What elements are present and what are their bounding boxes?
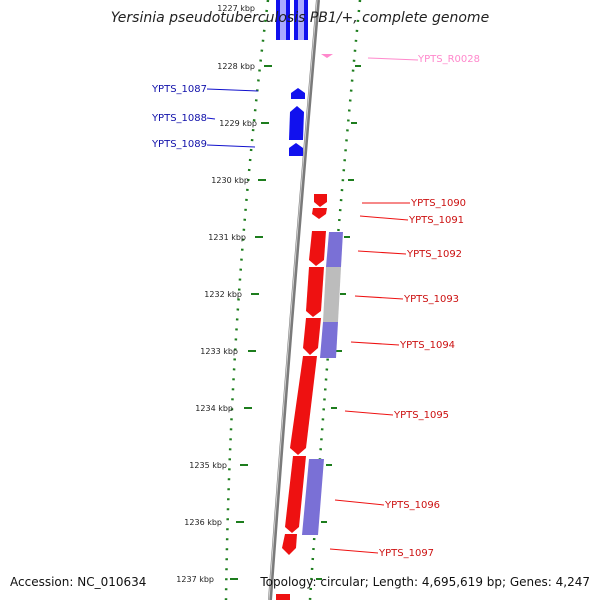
scale-label-1228: 1228 kbp	[217, 62, 255, 71]
gene-YPTS_1088[interactable]	[289, 106, 304, 140]
gene-YPTS_1087[interactable]	[291, 88, 305, 99]
gene-YPTS_1091[interactable]	[312, 208, 327, 219]
gene-YPTS_1097[interactable]	[282, 534, 297, 555]
gene-label-YPTS_1096[interactable]: YPTS_1096	[384, 500, 440, 511]
gene-label-YPTS_R0028[interactable]: YPTS_R0028	[417, 54, 480, 65]
gene-YPTS_1094-companion[interactable]	[320, 322, 338, 358]
scale-label-1234: 1234 kbp	[195, 404, 233, 413]
gene-label-YPTS_1092[interactable]: YPTS_1092	[406, 249, 462, 260]
topology-text: Topology: circular; Length: 4,695,619 bp…	[260, 575, 590, 589]
gene-YPTS_1094[interactable]	[303, 318, 321, 355]
scale-label-1231: 1231 kbp	[208, 233, 246, 242]
gene-label-YPTS_1087[interactable]: YPTS_1087	[151, 84, 207, 95]
gene-label-YPTS_1094[interactable]: YPTS_1094	[399, 340, 455, 351]
gene-YPTS_1090[interactable]	[314, 194, 327, 207]
gene-label-YPTS_1089[interactable]: YPTS_1089	[151, 139, 207, 150]
scale-label-1233: 1233 kbp	[200, 347, 238, 356]
gene-YPTS_1093-companion[interactable]	[323, 267, 341, 322]
genome-backbone-highlight	[268, 0, 318, 600]
scale-label-1227: 1227 kbp	[217, 4, 255, 13]
gene-label-YPTS_1088[interactable]: YPTS_1088	[151, 113, 207, 124]
scale-label-1230: 1230 kbp	[211, 176, 249, 185]
gene-label-YPTS_1093[interactable]: YPTS_1093	[403, 294, 459, 305]
gene-partial-bottom[interactable]	[276, 594, 290, 600]
gene-YPTS_1093[interactable]	[306, 267, 324, 317]
scale-label-1237: 1237 kbp	[176, 575, 214, 584]
gene-YPTS_1092-companion[interactable]	[326, 232, 343, 267]
gene-label-YPTS_1090[interactable]: YPTS_1090	[410, 198, 466, 209]
gene-YPTS_1092[interactable]	[309, 231, 326, 266]
leader-lines-forward	[329, 202, 410, 554]
outer-dotted-ring-left	[224, 0, 270, 600]
gene-YPTS_1096-companion[interactable]	[302, 459, 324, 535]
accession-text: Accession: NC_010634	[10, 575, 147, 589]
gene-YPTS_1095[interactable]	[290, 356, 317, 455]
gene-label-YPTS_1097[interactable]: YPTS_1097	[378, 548, 434, 559]
map-title: Yersinia pseudotuberculosis PB1/+, compl…	[110, 10, 490, 26]
scale-label-1232: 1232 kbp	[204, 290, 242, 299]
scale-label-1235: 1235 kbp	[189, 461, 227, 470]
scale-label-1229: 1229 kbp	[219, 119, 257, 128]
gene-label-YPTS_1095[interactable]: YPTS_1095	[393, 410, 449, 421]
gene-YPTS_1089[interactable]	[289, 143, 303, 156]
gene-label-YPTS_1091[interactable]: YPTS_1091	[408, 215, 464, 226]
scale-labels: 1227 kbp 1228 kbp 1229 kbp 1230 kbp 1231…	[176, 4, 257, 584]
scale-label-1236: 1236 kbp	[184, 518, 222, 527]
gene-YPTS_1096[interactable]	[285, 456, 306, 533]
genome-backbone	[268, 0, 320, 600]
scale-ticks	[230, 65, 361, 580]
gene-YPTS-top-blocks[interactable]	[276, 0, 308, 40]
rna-YPTS_R0028[interactable]	[321, 54, 333, 58]
